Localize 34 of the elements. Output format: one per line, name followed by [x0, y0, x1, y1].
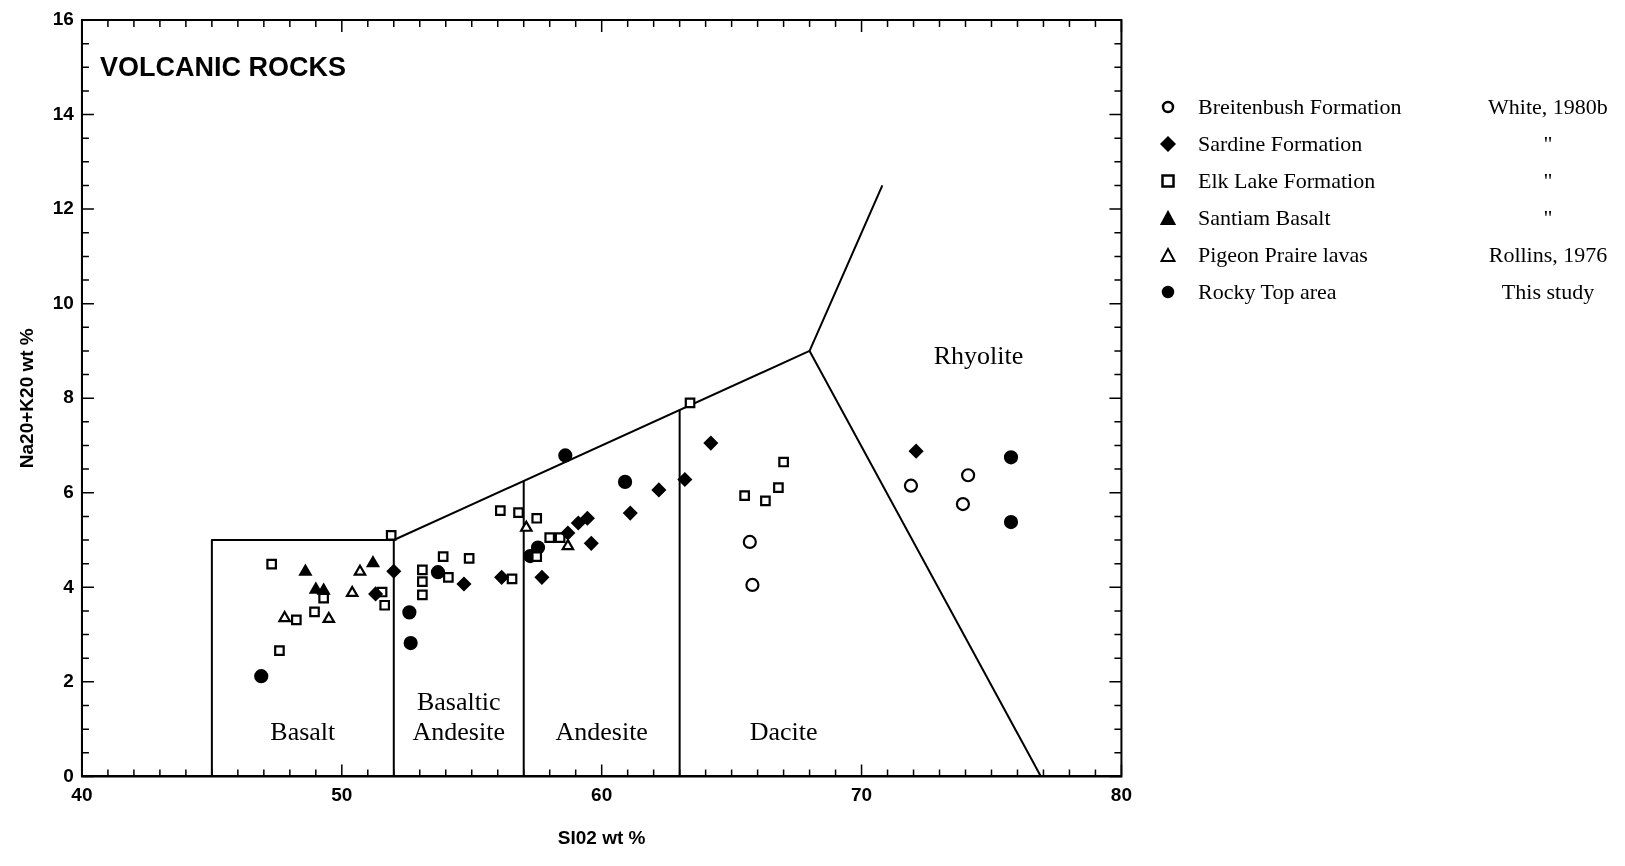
x-tick-label: 50 — [331, 784, 353, 806]
x-tick-label: 80 — [1110, 784, 1132, 806]
y-tick-label: 14 — [52, 102, 75, 124]
annotation: Basaltic Andesite — [412, 686, 505, 746]
text: This study — [1500, 278, 1596, 305]
x-tick-label: 40 — [71, 784, 93, 806]
text: " — [1542, 167, 1554, 194]
text: " — [1542, 204, 1554, 231]
x-tick-label: 60 — [591, 784, 613, 806]
text: VOLCANIC ROCKS — [99, 51, 346, 82]
y-tick-label: 2 — [63, 670, 74, 692]
y-tick-label: 0 — [63, 764, 74, 786]
y-axis-title: Na20+K20 wt % — [15, 328, 37, 469]
annotation: Dacite — [749, 716, 818, 746]
annotation: Basalt — [270, 716, 337, 746]
x-tick-label: 70 — [850, 784, 873, 806]
legend-label: Rocky Top area — [1198, 278, 1338, 305]
legend-label: Elk Lake Formation — [1198, 167, 1377, 194]
annotation: Andesite — [555, 716, 648, 746]
x-axis-title: SI02 wt % — [557, 826, 646, 848]
annotation: Rhyolite — [933, 340, 1024, 370]
y-tick-label: 8 — [63, 386, 74, 408]
y-tick-label: 6 — [63, 480, 74, 502]
text: White, 1980b — [1487, 93, 1609, 120]
y-tick-label: 12 — [52, 197, 74, 219]
y-tick-label: 10 — [52, 291, 74, 313]
legend-label: Sardine Formation — [1198, 130, 1364, 157]
legend-label: Pigeon Praire lavas — [1198, 241, 1369, 268]
legend-label: Breitenbush Formation — [1198, 93, 1403, 120]
y-tick-label: 4 — [63, 575, 75, 597]
y-tick-label: 16 — [52, 8, 74, 30]
text: " — [1542, 130, 1554, 157]
text: Rollins, 1976 — [1487, 241, 1609, 268]
legend-label: Santiam Basalt — [1198, 204, 1332, 231]
